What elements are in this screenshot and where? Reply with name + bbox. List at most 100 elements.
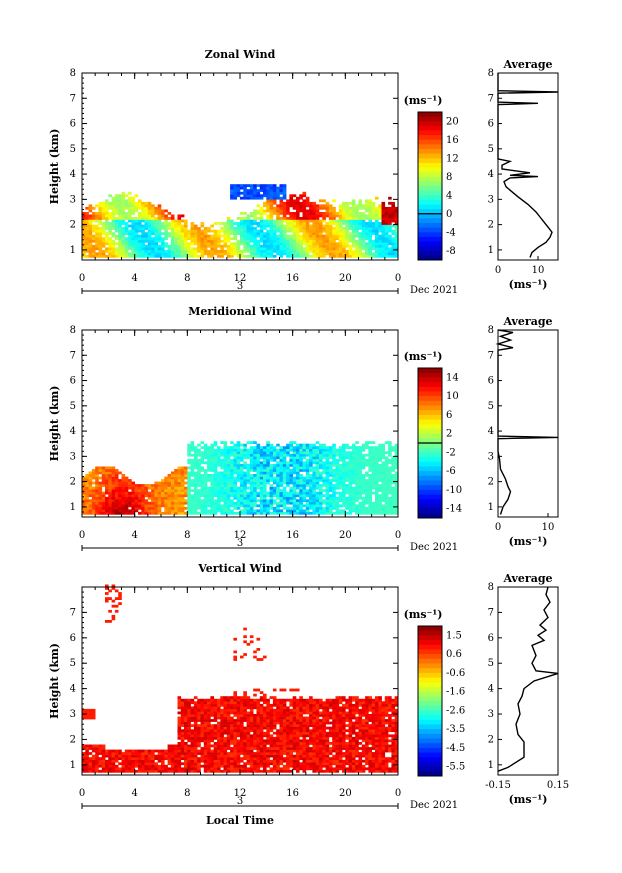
- heatmap-cell: [246, 242, 251, 246]
- heatmap-cell: [312, 219, 316, 223]
- heatmap-cell: [230, 219, 234, 223]
- heatmap-cell: [184, 252, 188, 256]
- heatmap-cell: [213, 458, 218, 462]
- heatmap-cell: [256, 448, 261, 452]
- heatmap-cell: [164, 481, 168, 485]
- heatmap-cell: [269, 227, 274, 230]
- heatmap-cell: [161, 252, 165, 256]
- heatmap-cell: [230, 184, 234, 187]
- heatmap-cell: [193, 252, 198, 256]
- heatmap-cell: [375, 209, 379, 213]
- heatmap-cell: [345, 234, 349, 238]
- heatmap-cell: [170, 499, 175, 503]
- x-tick-label: 12: [234, 530, 247, 541]
- heatmap-cell: [269, 443, 274, 447]
- heatmap-cell: [365, 489, 369, 492]
- heatmap-cell: [322, 219, 326, 223]
- heatmap-cell: [207, 499, 211, 503]
- heatmap-cell: [213, 244, 218, 248]
- heatmap-cell: [170, 234, 175, 238]
- heatmap-cell: [114, 212, 119, 215]
- heatmap-cell: [289, 461, 293, 465]
- heatmap-cell: [177, 747, 182, 750]
- heatmap-cell: [203, 726, 208, 730]
- heatmap-cell: [272, 486, 277, 490]
- heatmap-cell: [276, 196, 280, 200]
- heatmap-cell: [328, 486, 333, 490]
- heatmap-cell: [157, 752, 162, 755]
- heatmap-cell: [154, 209, 158, 213]
- heatmap-cell: [213, 747, 218, 750]
- heatmap-cell: [213, 769, 218, 773]
- heatmap-cell: [296, 254, 300, 258]
- heatmap-cell: [338, 222, 343, 225]
- heatmap-cell: [351, 249, 356, 253]
- heatmap-cell: [332, 471, 336, 475]
- heatmap-cell: [177, 759, 182, 763]
- heatmap-cell: [394, 242, 399, 246]
- heatmap-cells: [82, 441, 399, 515]
- heatmap-cell: [82, 242, 86, 246]
- heatmap-cell: [246, 491, 251, 495]
- heatmap-cell: [325, 466, 330, 470]
- heatmap-cell: [345, 479, 349, 482]
- heatmap-cell: [368, 509, 372, 513]
- heatmap-cell: [200, 701, 205, 705]
- heatmap-cell: [187, 734, 191, 738]
- heatmap-cell: [351, 463, 356, 467]
- heatmap-cell: [131, 752, 135, 755]
- heatmap-cell: [394, 504, 399, 508]
- heatmap-cell: [388, 471, 392, 475]
- heatmap-cell: [154, 481, 158, 485]
- heatmap-cell: [342, 489, 346, 492]
- heatmap-cell: [249, 469, 254, 472]
- colorbar-step: [418, 485, 442, 491]
- heatmap-cell: [187, 443, 191, 447]
- heatmap-cell: [302, 212, 307, 215]
- heatmap-cell: [348, 461, 353, 465]
- heatmap-cell: [269, 242, 274, 246]
- heatmap-cell: [213, 764, 218, 768]
- heatmap-cell: [355, 206, 359, 210]
- heatmap-cell: [332, 239, 336, 243]
- heatmap-cell: [203, 511, 208, 515]
- heatmap-cell: [226, 463, 231, 467]
- heatmap-cell: [98, 206, 103, 210]
- heatmap-cell: [213, 441, 218, 444]
- heatmap-cell: [322, 212, 326, 215]
- heatmap-cell: [325, 446, 330, 449]
- heatmap-cell: [305, 469, 310, 472]
- heatmap-cell: [315, 501, 320, 505]
- heatmap-cell: [101, 212, 106, 215]
- heatmap-cell: [240, 232, 244, 235]
- heatmap-cell: [217, 489, 221, 492]
- heatmap-cell: [355, 441, 359, 444]
- heatmap-cell: [203, 719, 208, 722]
- heatmap-cell: [253, 219, 257, 223]
- heatmap-cell: [296, 232, 300, 235]
- heatmap-cell: [230, 494, 234, 498]
- heatmap-cell: [338, 466, 343, 470]
- heatmap-cell: [391, 458, 395, 462]
- heatmap-cell: [101, 752, 106, 755]
- heatmap-cell: [193, 729, 198, 733]
- heatmap-cell: [394, 479, 399, 482]
- heatmap-cell: [91, 206, 96, 210]
- heatmap-cell: [243, 191, 247, 195]
- heatmap-cell: [269, 496, 274, 500]
- heatmap-cell: [223, 242, 228, 246]
- heatmap-cell: [210, 451, 214, 455]
- heatmap-cell: [249, 511, 254, 515]
- heatmap-cell: [305, 484, 310, 487]
- heatmap-cell: [108, 762, 112, 766]
- heatmap-cell: [147, 769, 152, 773]
- heatmap-cell: [170, 509, 175, 513]
- heatmap-cell: [276, 191, 280, 195]
- heatmap-cell: [101, 201, 106, 205]
- heatmap-cell: [348, 474, 353, 477]
- heatmap-cell: [233, 489, 237, 492]
- heatmap-cell: [312, 501, 316, 505]
- heatmap-cell: [348, 511, 353, 515]
- heatmap-cell: [203, 714, 208, 717]
- heatmap-cell: [223, 232, 228, 235]
